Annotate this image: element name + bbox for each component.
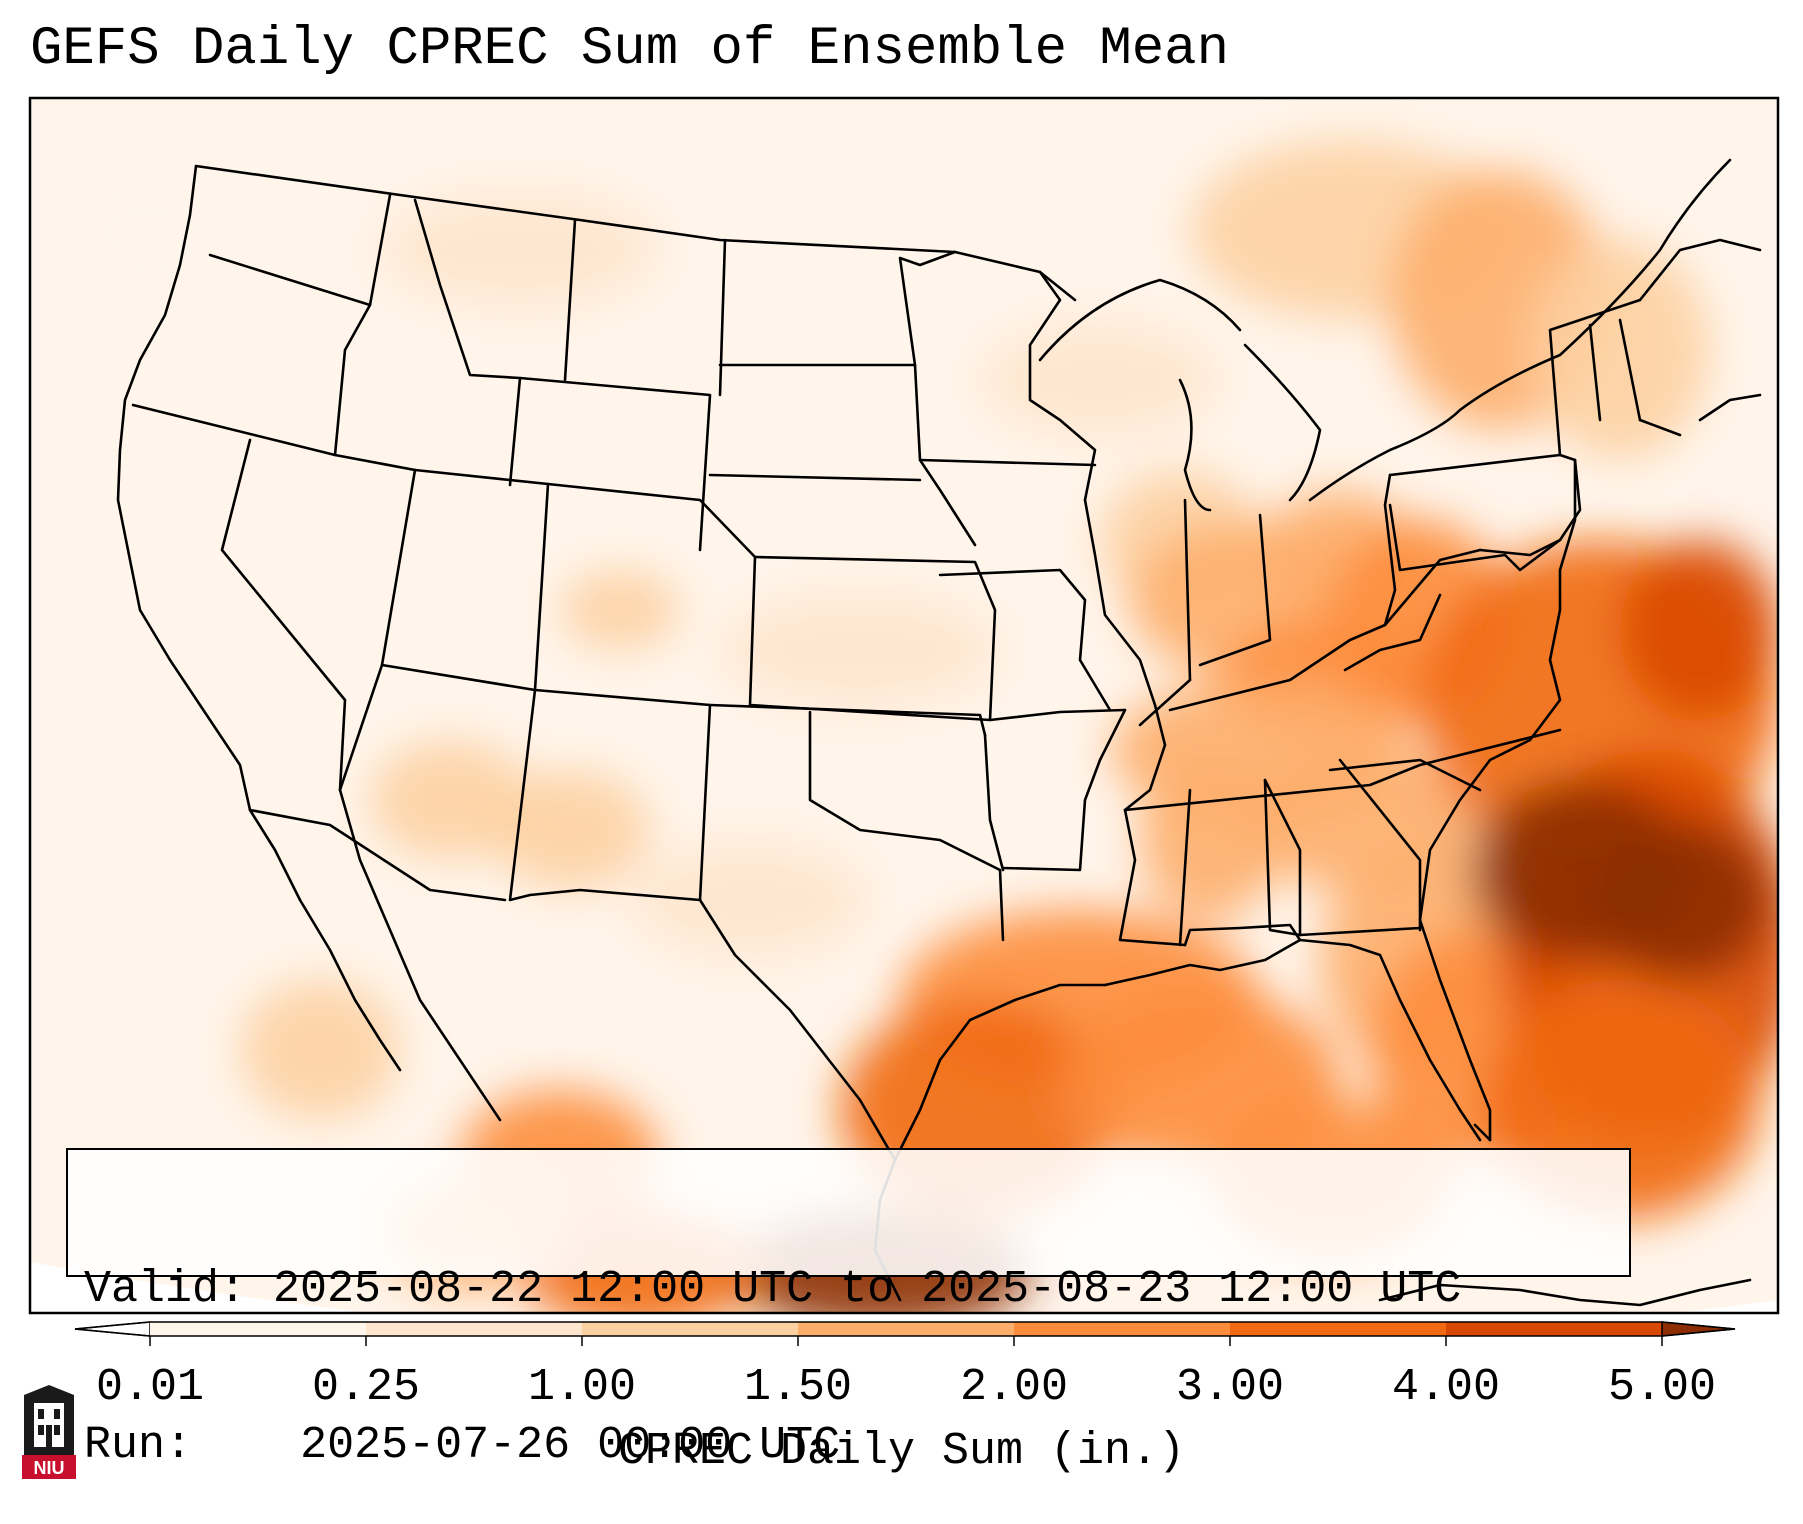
colorbar-tick-label: 0.25 — [311, 1362, 421, 1413]
niu-logo-text: NIU — [34, 1458, 65, 1478]
colorbar-segment — [1230, 1322, 1447, 1336]
colorbar-segment — [582, 1322, 799, 1336]
run-value: 2025-07-26 00:00 UTC — [300, 1420, 841, 1471]
valid-run-info-box: Valid: 2025-08-22 12:00 UTC to 2025-08-2… — [66, 1148, 1631, 1471]
colorbar-tick-label: 4.00 — [1391, 1362, 1501, 1413]
colorbar — [74, 1321, 1736, 1346]
precip-area — [720, 590, 1000, 710]
colorbar-segment — [150, 1322, 367, 1336]
colorbar-tick-label: 2.00 — [959, 1362, 1069, 1413]
precip-area — [1620, 540, 1778, 720]
precip-area — [980, 320, 1220, 440]
precip-area — [380, 190, 660, 310]
colorbar-title: CPREC Daily Sum (in.) — [617, 1426, 1186, 1477]
niu-logo: NIU — [22, 1385, 76, 1479]
run-line: Run: 2025-07-26 00:00 UTC — [84, 1420, 1629, 1472]
precip-area — [560, 570, 680, 650]
colorbar-segment — [1014, 1322, 1231, 1336]
state-boundaries — [116, 158, 1762, 1307]
valid-value: 2025-08-22 12:00 UTC to 2025-08-23 12:00… — [273, 1264, 1462, 1315]
colorbar-tick-label: 1.50 — [743, 1362, 853, 1413]
colorbar-segment — [1446, 1322, 1663, 1336]
precip-area — [60, 180, 240, 280]
niu-logo-band — [22, 1455, 76, 1479]
precip-area — [630, 840, 870, 960]
colorbar-tick-label: 3.00 — [1175, 1362, 1285, 1413]
precip-area — [1140, 760, 1280, 920]
precip-area — [370, 740, 530, 860]
valid-line: Valid: 2025-08-22 12:00 UTC to 2025-08-2… — [84, 1264, 1629, 1316]
colorbar-segment — [798, 1322, 1015, 1336]
colorbar-extend-max — [1661, 1321, 1736, 1337]
precip-area — [240, 980, 400, 1120]
run-label: Run: — [84, 1420, 193, 1471]
colorbar-segment — [366, 1322, 583, 1336]
valid-label: Valid: — [84, 1264, 247, 1315]
colorbar-tick-label: 0.01 — [95, 1362, 205, 1413]
colorbar-tick-label: 5.00 — [1607, 1362, 1717, 1413]
colorbar-tick-label: 1.00 — [527, 1362, 637, 1413]
precip-area — [1590, 820, 1770, 980]
precip-area — [1530, 240, 1710, 460]
map-title: GEFS Daily CPREC Sum of Ensemble Mean — [30, 19, 1229, 80]
